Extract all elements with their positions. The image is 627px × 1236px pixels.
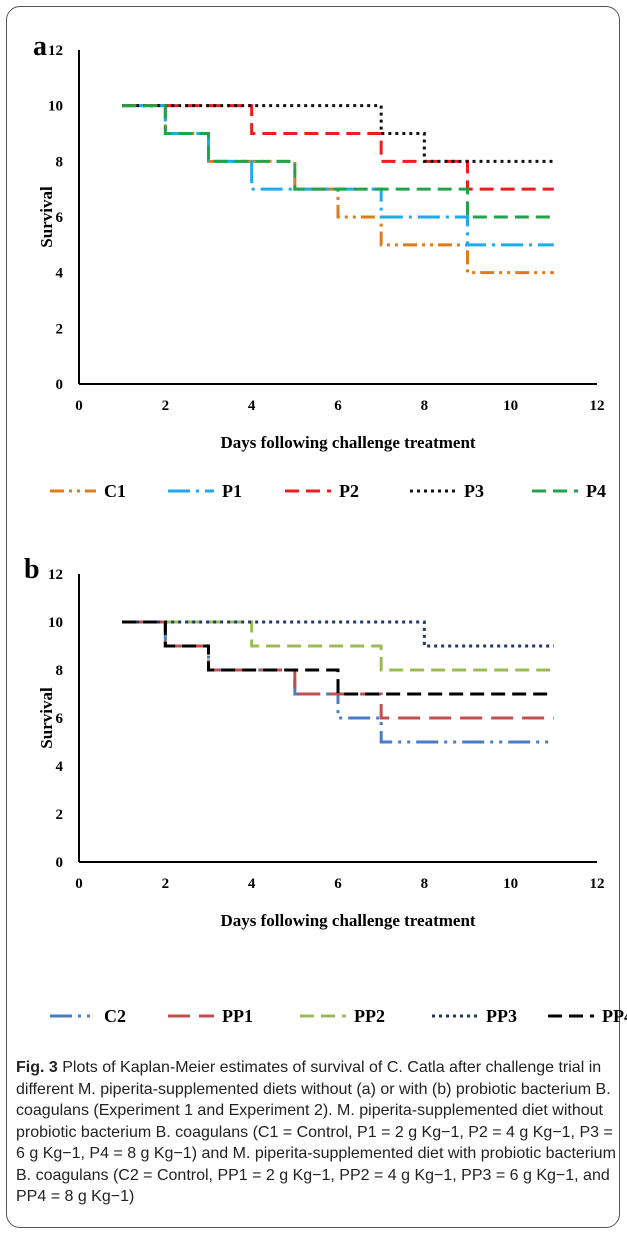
y-tick-label: 8 xyxy=(56,663,64,679)
y-tick-label: 10 xyxy=(48,99,63,115)
caption-lead: Fig. 3 xyxy=(16,1059,58,1076)
x-tick-label: 12 xyxy=(590,398,605,414)
x-tick-label: 4 xyxy=(248,876,256,892)
legend-label-pp2: PP2 xyxy=(354,1006,385,1026)
series-line-c2 xyxy=(122,620,554,744)
chart-panel-a: a 0 2 4 6 8 10 12 0 2 4 6 8 10 12 Survival Days followin… xyxy=(33,31,606,501)
y-axis-label: Survival xyxy=(37,186,56,248)
x-tick-label: 0 xyxy=(75,876,83,892)
y-tick-label: 6 xyxy=(56,711,64,727)
series-line-p1 xyxy=(122,104,554,247)
figure-caption: Fig. 3 Plots of Kaplan-Meier estimates o… xyxy=(16,1057,616,1208)
y-tick-label: 2 xyxy=(56,807,64,823)
legend-label-pp3: PP3 xyxy=(486,1006,517,1026)
caption-text: Plots of Kaplan-Meier estimates of survi… xyxy=(16,1059,616,1205)
legend-label-c1: C1 xyxy=(104,481,126,501)
y-tick-label: 4 xyxy=(56,266,64,282)
legend-label-p1: P1 xyxy=(222,481,242,501)
panel-letter: b xyxy=(24,554,40,585)
series-line-pp4 xyxy=(122,620,554,696)
y-tick-label: 12 xyxy=(48,43,63,59)
x-tick-label: 10 xyxy=(503,876,518,892)
legend-label-p4: P4 xyxy=(586,481,606,501)
y-tick-label: 0 xyxy=(56,377,64,393)
legend-label-c2: C2 xyxy=(104,1006,126,1026)
x-axis-label: Days following challenge treatment xyxy=(220,911,475,930)
series-line-pp1 xyxy=(122,620,554,720)
series-line-p2 xyxy=(122,104,554,191)
y-tick-label: 12 xyxy=(48,567,63,583)
panel-letter: a xyxy=(33,31,47,62)
x-tick-label: 6 xyxy=(334,398,342,414)
x-tick-label: 8 xyxy=(421,398,429,414)
x-tick-label: 2 xyxy=(162,398,170,414)
y-axis-label: Survival xyxy=(37,687,56,749)
legend-label-pp4: PP4 xyxy=(602,1006,627,1026)
x-tick-label: 2 xyxy=(162,876,170,892)
y-tick-label: 2 xyxy=(56,321,64,337)
legend-label-p2: P2 xyxy=(339,481,359,501)
y-tick-label: 8 xyxy=(56,154,64,170)
x-tick-label: 0 xyxy=(75,398,83,414)
series-line-p4 xyxy=(122,104,554,219)
y-tick-label: 0 xyxy=(56,855,64,871)
legend-label-pp1: PP1 xyxy=(222,1006,253,1026)
survival-charts: a 0 2 4 6 8 10 12 0 2 4 6 8 10 12 Survival Days followin… xyxy=(24,31,627,1026)
x-tick-label: 8 xyxy=(421,876,429,892)
x-tick-label: 6 xyxy=(334,876,342,892)
y-tick-label: 4 xyxy=(56,759,64,775)
series-line-p3 xyxy=(122,104,554,163)
y-tick-label: 6 xyxy=(56,210,64,226)
legend-label-p3: P3 xyxy=(464,481,484,501)
x-tick-label: 12 xyxy=(590,876,605,892)
x-tick-label: 4 xyxy=(248,398,256,414)
x-tick-label: 10 xyxy=(503,398,518,414)
x-axis-label: Days following challenge treatment xyxy=(220,433,475,452)
chart-panel-b: b 0 2 4 6 8 10 12 0 2 4 6 8 10 12 Survival Days followin… xyxy=(24,554,627,1026)
y-tick-label: 10 xyxy=(48,615,63,631)
series-line-pp3 xyxy=(122,620,554,648)
figure-frame xyxy=(6,6,620,1228)
